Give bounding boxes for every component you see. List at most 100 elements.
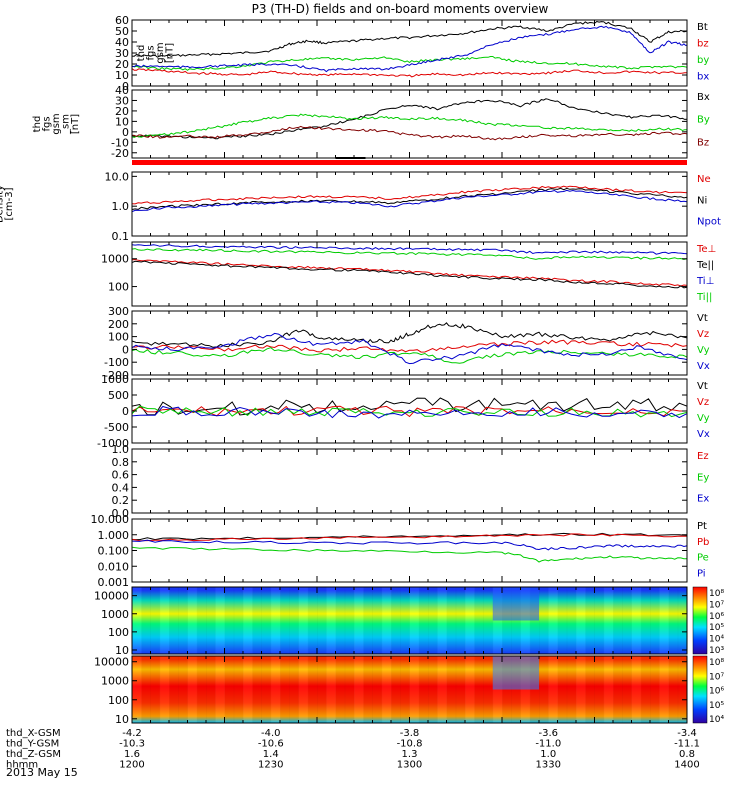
series-group xyxy=(132,532,687,563)
spectrogram-column xyxy=(483,656,494,723)
spectrogram-column xyxy=(594,587,605,654)
spectrogram-column xyxy=(372,656,383,723)
series-line-pressure-3 xyxy=(132,539,687,551)
spectrogram-column xyxy=(437,656,447,723)
series-line-fgs_sm-2 xyxy=(132,125,687,141)
y-tick-label: 0 xyxy=(122,405,129,418)
y-tick-label: 50 xyxy=(115,25,129,38)
spectrogram-feature xyxy=(492,656,539,690)
legend-entry: Pi xyxy=(697,568,706,579)
spectrogram-column xyxy=(548,587,558,654)
x-axis-value: -3.6 xyxy=(538,728,558,739)
figure-title: P3 (TH-D) fields and on-board moments ov… xyxy=(252,2,549,16)
x-axis-value: 1230 xyxy=(258,760,283,771)
x-axis-value: -3.8 xyxy=(400,728,420,739)
spectrogram-column xyxy=(307,587,318,654)
date-label: 2013 May 15 xyxy=(6,766,78,779)
spectrogram-column xyxy=(474,587,484,654)
spectrogram-column xyxy=(677,656,688,723)
spectrogram-column xyxy=(613,587,623,654)
y-axis-label: Density[cm-3] xyxy=(0,185,15,223)
spectrogram-column xyxy=(298,587,309,654)
spectrogram-column xyxy=(446,587,457,654)
spectrogram-column xyxy=(418,656,429,723)
spectrogram-column xyxy=(233,656,244,723)
legend-entry: bz xyxy=(697,39,709,50)
spectrogram-column xyxy=(381,656,392,723)
x-axis-value: -11.1 xyxy=(674,739,700,750)
y-tick-label: 0.6 xyxy=(112,469,130,482)
legend-entry: Te|| xyxy=(696,260,714,271)
spectrogram-column xyxy=(622,656,632,723)
panel-frame xyxy=(131,19,688,87)
spectrogram-column xyxy=(252,656,262,723)
y-tick-label: 0.4 xyxy=(112,481,130,494)
x-axis-row-label: thd_Y-GSM xyxy=(6,739,59,750)
y-tick-label: 200 xyxy=(108,318,129,331)
legend-entry: Vy xyxy=(697,345,710,356)
y-tick-label: 0.100 xyxy=(98,545,130,558)
spectrogram-column xyxy=(668,656,679,723)
series-line-density-0 xyxy=(132,185,687,205)
series-line-density-2 xyxy=(132,189,687,213)
spectrogram-column xyxy=(437,587,447,654)
x-axis-value: -10.6 xyxy=(258,739,284,750)
series-line-fgs-1 xyxy=(132,68,687,78)
y-tick-label: 100 xyxy=(108,694,129,707)
y-axis-label: thdfgsgsm_sm[nT] xyxy=(32,113,81,135)
legend-entry: Ey xyxy=(697,472,709,483)
legend-entry: bx xyxy=(697,72,709,83)
series-group xyxy=(132,98,687,141)
spectrogram-column xyxy=(169,587,179,654)
y-tick-label: -20 xyxy=(111,147,129,160)
legend-entry: By xyxy=(697,115,710,126)
y-tick-label: -1000 xyxy=(97,437,129,450)
spectrogram-column xyxy=(335,656,346,723)
spectrogram-column xyxy=(196,587,207,654)
legend-entry: Ti⊥ xyxy=(696,276,714,287)
spectrogram-column xyxy=(206,656,216,723)
spectrogram-column xyxy=(483,587,494,654)
series-group xyxy=(132,20,687,78)
spectrogram-column xyxy=(613,656,623,723)
y-axis-label-line: thd xyxy=(32,116,43,133)
x-axis-value: 1.0 xyxy=(540,749,556,760)
y-tick-label: 1000 xyxy=(101,253,129,266)
spectrogram-column xyxy=(465,656,475,723)
spectrogram-column xyxy=(261,587,272,654)
x-axis-value: 1330 xyxy=(536,760,561,771)
legend-entry: Ne xyxy=(697,174,711,185)
x-axis-row-label: hhmm xyxy=(6,760,38,771)
panel-frame xyxy=(131,241,688,307)
y-tick-label: 10 xyxy=(115,644,129,657)
spectrogram-column xyxy=(548,656,558,723)
panel-peem: VtVzVyVx-1000-50005001000thdpeemvelocity… xyxy=(97,373,710,450)
x-axis-value: 1.3 xyxy=(402,749,418,760)
y-tick-label: 1000 xyxy=(101,608,129,621)
spectrogram-column xyxy=(576,656,586,723)
spectrogram-column xyxy=(187,656,198,723)
panels: Btbzbybx0102030405060thdfgsgsm[nT]BxByBz… xyxy=(0,14,724,726)
series-line-peir-1 xyxy=(132,339,687,353)
spectrogram-column xyxy=(280,587,290,654)
spectrogram-column xyxy=(409,587,420,654)
colorbar-tick-label: 10⁴ xyxy=(709,635,724,645)
spectrogram-column xyxy=(659,656,669,723)
spectrogram-column xyxy=(224,656,235,723)
spectrogram-column xyxy=(178,587,188,654)
colorbar-peir_spec xyxy=(692,586,708,655)
series-line-fgs_sm-1 xyxy=(132,113,687,138)
y-tick-label: 10 xyxy=(115,115,129,128)
series-group xyxy=(132,397,687,419)
legend-entry: Bz xyxy=(697,137,709,148)
colorbar-tick-label: 10⁸ xyxy=(709,589,724,599)
spectrogram-column xyxy=(252,587,262,654)
y-tick-label: 0.010 xyxy=(98,560,130,573)
spectrogram-column xyxy=(381,587,392,654)
spectrogram-column xyxy=(631,587,642,654)
series-line-peir-2 xyxy=(132,347,687,364)
panel-peer_spec: 10⁸10⁷10⁶10⁵10⁴10100100010000thdpeerenef… xyxy=(94,655,724,726)
spectrogram-column xyxy=(289,587,299,654)
series-line-peem-2 xyxy=(132,405,687,418)
